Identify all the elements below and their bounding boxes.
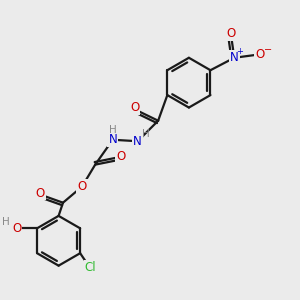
Text: H: H [2, 217, 10, 227]
Text: +: + [236, 47, 243, 56]
Text: N: N [108, 133, 117, 146]
Text: O: O [116, 150, 125, 163]
Text: N: N [133, 135, 142, 148]
Text: O: O [255, 48, 264, 61]
Text: −: − [265, 45, 273, 55]
Text: N: N [230, 51, 239, 64]
Text: O: O [12, 222, 21, 235]
Text: O: O [35, 187, 45, 200]
Text: H: H [109, 125, 117, 135]
Text: Cl: Cl [85, 261, 96, 274]
Text: O: O [130, 101, 139, 114]
Text: O: O [77, 180, 87, 193]
Text: H: H [142, 129, 150, 139]
Text: O: O [227, 27, 236, 40]
